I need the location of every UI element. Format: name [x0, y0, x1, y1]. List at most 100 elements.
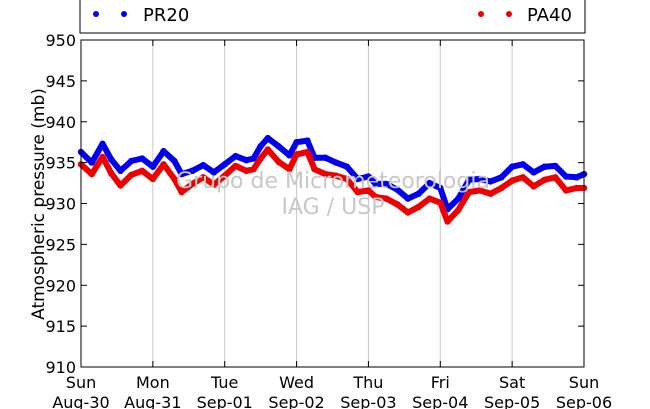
data-point-pr20 [138, 155, 146, 162]
data-point-pa40 [88, 170, 96, 178]
data-point-pa40 [210, 181, 218, 188]
y-tick-label: 920 [45, 276, 76, 295]
data-point-pa40 [189, 180, 196, 188]
data-point-pr20 [465, 176, 473, 183]
data-point-pa40 [541, 176, 548, 183]
data-point-pr20 [257, 143, 264, 150]
watermark-line-2: IAG / USP [282, 195, 385, 220]
data-point-pr20 [250, 155, 257, 162]
y-axis-label: Atmospheric pressure (mb) [29, 88, 49, 320]
data-point-pr20 [286, 152, 293, 159]
data-point-pa40 [171, 175, 178, 183]
data-point-pr20 [415, 190, 422, 197]
data-point-pa40 [530, 183, 537, 190]
x-tick-label-date: Sep-05 [484, 393, 540, 409]
data-point-pa40 [562, 187, 570, 194]
data-point-pr20 [88, 159, 96, 166]
data-point-pr20 [455, 195, 462, 202]
data-point-pa40 [178, 188, 185, 196]
data-point-pa40 [444, 218, 451, 225]
y-tick-label: 925 [45, 235, 76, 254]
x-tick-label-day: Thu [352, 373, 383, 392]
x-tick-label-date: Sep-01 [197, 393, 253, 409]
series-layer [77, 134, 588, 225]
grid [152, 40, 513, 367]
data-point-pa40 [257, 155, 264, 162]
data-point-pr20 [487, 178, 494, 185]
data-point-pr20 [200, 161, 207, 169]
data-point-pr20 [437, 184, 444, 192]
data-point-pr20 [108, 156, 115, 163]
data-point-pa40 [286, 166, 293, 173]
data-point-pa40 [332, 172, 340, 179]
data-point-pr20 [293, 139, 300, 146]
data-point-pr20 [404, 195, 412, 202]
data-point-pr20 [332, 159, 340, 166]
x-tick-label-day: Tue [210, 373, 238, 392]
x-tick-label-day: Sun [569, 373, 599, 392]
plot-area [81, 40, 584, 367]
data-point-pa40 [293, 151, 300, 158]
x-tick-label-date: Sep-02 [268, 393, 324, 409]
data-point-pa40 [138, 167, 146, 174]
x-tick-label-day: Wed [279, 373, 314, 392]
data-point-pa40 [498, 184, 505, 192]
data-point-pr20 [365, 173, 372, 180]
data-point-pr20 [189, 167, 196, 174]
data-point-pa40 [487, 190, 494, 197]
data-point-pa40 [250, 166, 257, 173]
data-point-pr20 [171, 157, 178, 165]
x-tick-label-day: Fri [431, 373, 450, 392]
data-point-pa40 [128, 171, 135, 179]
data-point-pr20 [322, 154, 329, 161]
data-point-pr20 [530, 169, 537, 176]
data-point-pa40 [322, 170, 329, 178]
y-tick-label: 950 [45, 31, 76, 50]
data-point-pr20 [519, 161, 527, 168]
data-point-pa40 [232, 162, 239, 170]
data-point-pr20 [178, 170, 185, 178]
data-point-pr20 [354, 175, 361, 183]
data-point-pa40 [117, 182, 124, 189]
x-tick-label-day: Sat [499, 373, 525, 392]
data-point-pr20 [210, 169, 218, 176]
y-tick-label: 940 [45, 113, 76, 132]
y-tick-label: 915 [45, 317, 76, 336]
legend: PR20 PA40 [79, 0, 586, 34]
data-point-pa40 [455, 206, 462, 214]
data-point-pr20 [552, 162, 559, 170]
legend-label-pr20: PR20 [143, 5, 189, 26]
legend-marker-pa40 [478, 11, 484, 17]
data-point-pa40 [149, 175, 157, 183]
y-tick-label: 910 [45, 358, 76, 377]
data-point-pr20 [221, 161, 228, 168]
y-tick-label: 930 [45, 195, 76, 214]
data-point-pa40 [383, 195, 390, 202]
legend-marker-pr20 [93, 11, 99, 17]
x-tick-label-date: Sep-03 [340, 393, 396, 409]
legend-marker-pr20 [121, 11, 127, 17]
data-point-pr20 [562, 173, 570, 180]
legend-marker-pa40 [506, 11, 512, 17]
data-point-pr20 [383, 180, 390, 188]
data-point-pr20 [99, 140, 106, 147]
data-point-pr20 [275, 143, 282, 150]
data-point-pr20 [149, 163, 157, 170]
legend-box [79, 0, 586, 34]
x-tick-label-day: Sun [66, 373, 96, 392]
data-point-pa40 [426, 195, 433, 202]
x-tick-label-date: Aug-31 [124, 393, 181, 409]
data-point-pa40 [476, 187, 483, 194]
watermark-line-1: Grupo de Micrometeorologia [176, 169, 490, 194]
data-point-pr20 [128, 157, 135, 165]
data-point-pr20 [426, 179, 433, 187]
data-point-pa40 [465, 188, 473, 196]
data-point-pa40 [437, 199, 444, 206]
y-tick-label: 935 [45, 154, 76, 173]
x-tick-label-date: Sep-04 [412, 393, 468, 409]
data-point-pr20 [243, 157, 250, 164]
data-point-pr20 [372, 180, 379, 188]
data-point-pr20 [232, 152, 239, 160]
data-point-pa40 [415, 203, 422, 210]
